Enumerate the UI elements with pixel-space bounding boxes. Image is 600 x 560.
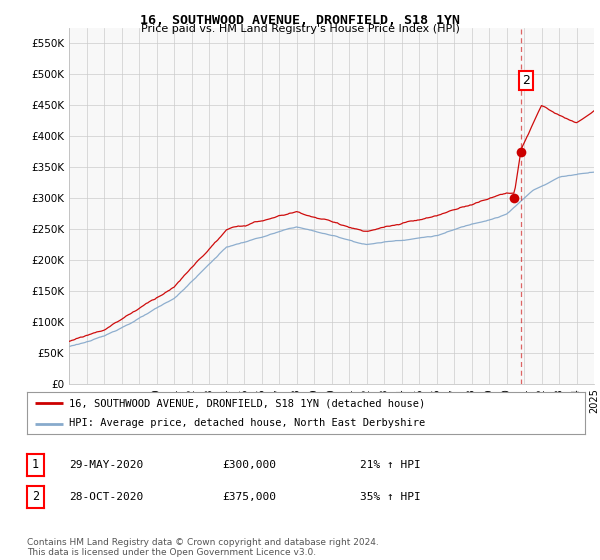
Text: 21% ↑ HPI: 21% ↑ HPI <box>360 460 421 470</box>
Text: HPI: Average price, detached house, North East Derbyshire: HPI: Average price, detached house, Nort… <box>69 418 425 428</box>
Text: 35% ↑ HPI: 35% ↑ HPI <box>360 492 421 502</box>
Text: 29-MAY-2020: 29-MAY-2020 <box>69 460 143 470</box>
Text: Price paid vs. HM Land Registry's House Price Index (HPI): Price paid vs. HM Land Registry's House … <box>140 24 460 34</box>
Text: £300,000: £300,000 <box>222 460 276 470</box>
Text: 1: 1 <box>32 458 39 472</box>
Text: £375,000: £375,000 <box>222 492 276 502</box>
Text: 16, SOUTHWOOD AVENUE, DRONFIELD, S18 1YN (detached house): 16, SOUTHWOOD AVENUE, DRONFIELD, S18 1YN… <box>69 398 425 408</box>
Text: 28-OCT-2020: 28-OCT-2020 <box>69 492 143 502</box>
Text: 16, SOUTHWOOD AVENUE, DRONFIELD, S18 1YN: 16, SOUTHWOOD AVENUE, DRONFIELD, S18 1YN <box>140 14 460 27</box>
Text: 2: 2 <box>522 74 530 87</box>
Text: 2: 2 <box>32 490 39 503</box>
Text: Contains HM Land Registry data © Crown copyright and database right 2024.
This d: Contains HM Land Registry data © Crown c… <box>27 538 379 557</box>
